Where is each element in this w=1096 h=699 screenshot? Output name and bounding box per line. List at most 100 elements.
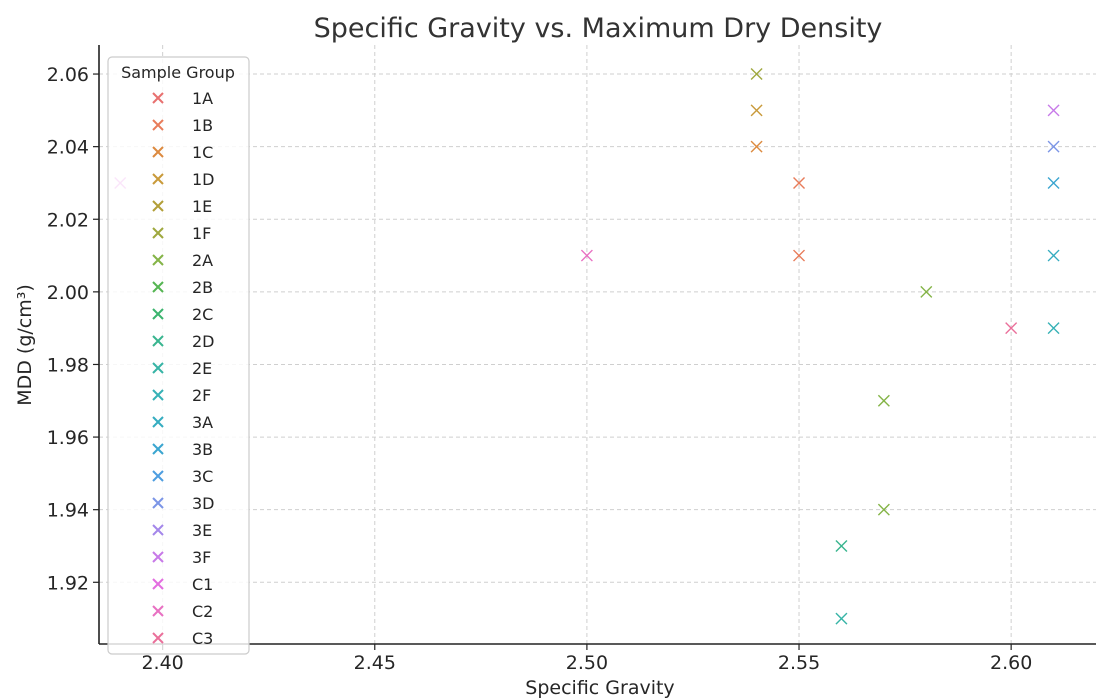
- legend-marker: [152, 389, 164, 401]
- data-point-1f: [750, 68, 763, 81]
- legend-label: 1A: [192, 89, 213, 108]
- legend-marker: [152, 335, 164, 347]
- legend-label: C2: [192, 602, 213, 621]
- data-point-2a: [920, 285, 933, 298]
- legend-marker: [152, 524, 164, 536]
- legend-entry-3b: 3B: [152, 440, 213, 459]
- legend-entry-2c: 2C: [152, 305, 213, 324]
- legend-entry-2d: 2D: [152, 332, 215, 351]
- y-tick-label: 2.06: [47, 64, 89, 86]
- legend-label: 3C: [192, 467, 213, 486]
- legend-label: 3A: [192, 413, 213, 432]
- legend-label: 1D: [192, 170, 215, 189]
- y-tick-label: 1.94: [47, 500, 89, 522]
- legend-label: 1B: [192, 116, 213, 135]
- legend-label: C1: [192, 575, 213, 594]
- legend-title: Sample Group: [121, 63, 235, 82]
- data-point-2a: [877, 394, 890, 407]
- legend-entry-1f: 1F: [152, 224, 211, 243]
- legend-marker: [152, 497, 164, 509]
- legend-entry-2f: 2F: [152, 386, 211, 405]
- x-tick-label: 2.45: [354, 652, 396, 674]
- data-point-c3: [1005, 322, 1018, 335]
- legend-marker: [152, 362, 164, 374]
- legend-entry-2b: 2B: [152, 278, 213, 297]
- legend-marker: [152, 119, 164, 131]
- legend-label: 3B: [192, 440, 213, 459]
- legend-entry-c2: C2: [152, 602, 213, 621]
- y-tick-label: 1.98: [47, 354, 89, 376]
- legend-marker: [152, 605, 164, 617]
- data-point-3f: [1047, 104, 1060, 117]
- legend-label: 1F: [192, 224, 211, 243]
- data-point-3a: [1047, 249, 1060, 262]
- legend-label: 3F: [192, 548, 211, 567]
- legend-marker: [152, 227, 164, 239]
- legend-marker: [152, 578, 164, 590]
- legend-entry-1d: 1D: [152, 170, 215, 189]
- legend-label: 1E: [192, 197, 212, 216]
- legend-items: 1A 1B 1C 1D 1E 1F 2A 2B 2C 2D 2E 2F 3A 3B 3C 3D 3E 3F C1 C2…: [152, 89, 215, 648]
- legend-label: 3D: [192, 494, 215, 513]
- legend-entry-2e: 2E: [152, 359, 212, 378]
- legend-label: 2C: [192, 305, 213, 324]
- legend-label: C3: [192, 629, 213, 648]
- legend-marker: [152, 200, 164, 212]
- x-tick-label: 2.40: [141, 652, 183, 674]
- legend-entry-3e: 3E: [152, 521, 212, 540]
- y-tick-label: 2.02: [47, 209, 89, 231]
- legend-marker: [152, 632, 164, 644]
- legend-box: [107, 56, 250, 655]
- legend-marker: [152, 92, 164, 104]
- legend-entry-3a: 3A: [152, 413, 213, 432]
- legend-marker: [152, 470, 164, 482]
- y-tick-label: 2.04: [47, 137, 89, 159]
- legend-marker: [152, 146, 164, 158]
- legend: Sample Group 1A 1B 1C 1D 1E 1F 2A 2B 2C 2D 2E 2F 3A 3…: [107, 56, 250, 655]
- y-axis-title: MDD (g/cm³): [14, 284, 36, 406]
- x-tick-label: 2.55: [778, 652, 820, 674]
- legend-label: 2B: [192, 278, 213, 297]
- legend-entry-c3: C3: [152, 629, 213, 648]
- data-point-1b: [793, 176, 806, 189]
- legend-label: 2E: [192, 359, 212, 378]
- data-point-2d: [835, 539, 848, 552]
- data-point-2a: [877, 503, 890, 516]
- y-tick-label: 2.00: [47, 282, 89, 304]
- legend-entry-3d: 3D: [152, 494, 215, 513]
- data-point-1c: [750, 140, 763, 153]
- chart-title: Specific Gravity vs. Maximum Dry Density: [314, 13, 883, 44]
- data-point-2e: [835, 612, 848, 625]
- legend-entry-c1: C1: [152, 575, 213, 594]
- data-point-1b: [793, 249, 806, 262]
- data-point-3b: [1047, 176, 1060, 189]
- legend-marker: [152, 173, 164, 185]
- legend-marker: [152, 551, 164, 563]
- x-tick-label: 2.60: [990, 652, 1032, 674]
- ticks-layer: 2.40 2.45 2.50 2.55 2.60 1.92 1.94 1.96 1.98 2.00…: [47, 64, 1033, 674]
- data-point-3d: [1047, 140, 1060, 153]
- legend-entry-3f: 3F: [152, 548, 211, 567]
- x-tick-label: 2.50: [566, 652, 608, 674]
- legend-label: 2A: [192, 251, 213, 270]
- data-point-c2: [580, 249, 593, 262]
- legend-marker: [152, 443, 164, 455]
- y-tick-label: 1.92: [47, 572, 89, 594]
- data-point-1d: [750, 104, 763, 117]
- legend-marker: [152, 308, 164, 320]
- legend-entry-1c: 1C: [152, 143, 213, 162]
- legend-entry-2a: 2A: [152, 251, 213, 270]
- legend-entry-1b: 1B: [152, 116, 213, 135]
- legend-marker: [152, 254, 164, 266]
- points-layer: [114, 68, 1060, 625]
- x-axis-title: Specific Gravity: [525, 677, 674, 699]
- y-tick-label: 1.96: [47, 427, 89, 449]
- axes-layer: [98, 45, 1096, 645]
- legend-marker: [152, 416, 164, 428]
- legend-entry-1e: 1E: [152, 197, 212, 216]
- legend-label: 1C: [192, 143, 213, 162]
- legend-label: 2F: [192, 386, 211, 405]
- data-point-2f: [1047, 322, 1060, 335]
